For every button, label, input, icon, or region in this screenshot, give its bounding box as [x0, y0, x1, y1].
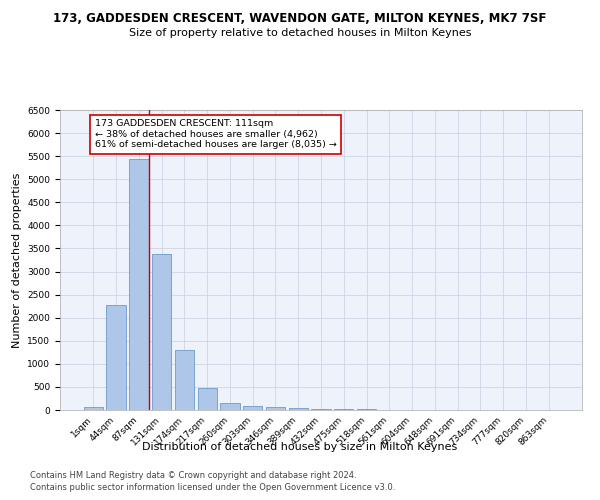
Bar [220, 402, 239, 410]
Text: 173 GADDESDEN CRESCENT: 111sqm
← 38% of detached houses are smaller (4,962)
61% : 173 GADDESDEN CRESCENT: 111sqm ← 38% of … [95, 119, 337, 149]
Bar [311, 408, 331, 410]
Bar [129, 160, 149, 410]
Text: Contains HM Land Registry data © Crown copyright and database right 2024.: Contains HM Land Registry data © Crown c… [30, 471, 356, 480]
Text: Size of property relative to detached houses in Milton Keynes: Size of property relative to detached ho… [129, 28, 471, 38]
Bar [334, 409, 353, 410]
Text: 173, GADDESDEN CRESCENT, WAVENDON GATE, MILTON KEYNES, MK7 7SF: 173, GADDESDEN CRESCENT, WAVENDON GATE, … [53, 12, 547, 26]
Bar [152, 254, 172, 410]
Bar [84, 407, 103, 410]
Bar [106, 305, 126, 410]
Bar [289, 408, 308, 410]
Bar [243, 406, 262, 410]
Bar [197, 388, 217, 410]
Text: Contains public sector information licensed under the Open Government Licence v3: Contains public sector information licen… [30, 484, 395, 492]
Bar [175, 350, 194, 410]
Text: Distribution of detached houses by size in Milton Keynes: Distribution of detached houses by size … [142, 442, 458, 452]
Bar [266, 408, 285, 410]
Y-axis label: Number of detached properties: Number of detached properties [12, 172, 22, 348]
